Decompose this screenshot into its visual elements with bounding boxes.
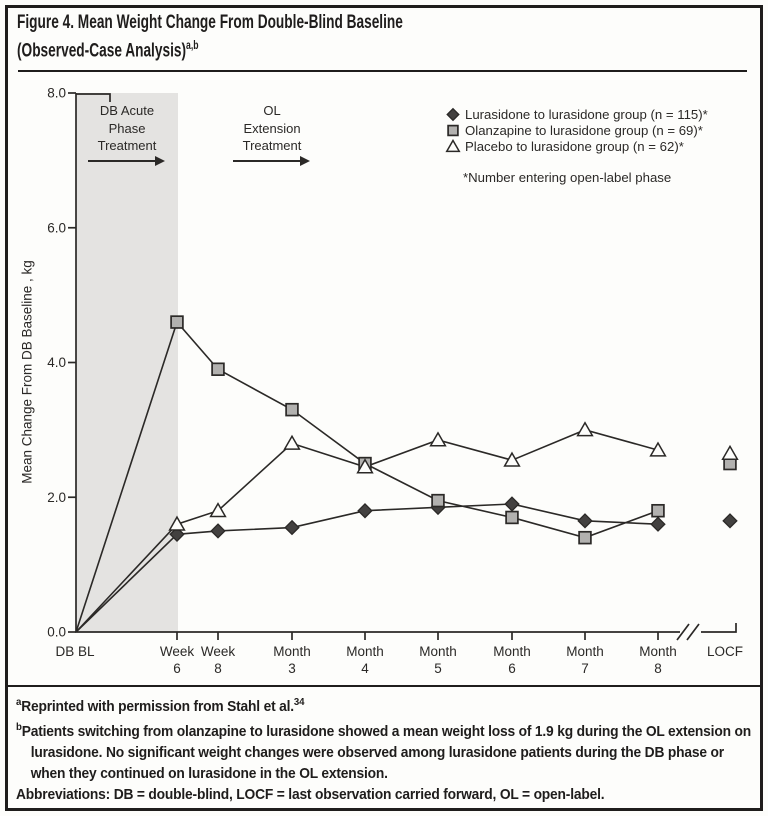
- triangle-marker: [429, 431, 447, 447]
- triangle-marker: [576, 421, 594, 437]
- triangle-marker: [503, 451, 521, 467]
- ol-phase-annotation: OL Extension Treatment: [242, 103, 302, 153]
- diamond-marker: [722, 513, 738, 529]
- diamond-marker-icon: [445, 107, 461, 122]
- x-tick-label: 6: [173, 661, 181, 676]
- figure-title-line1: Figure 4. Mean Weight Change From Double…: [17, 12, 403, 33]
- x-tick-label: 8: [214, 661, 222, 676]
- db-phase-annotation: DB Acute Phase Treatment: [97, 103, 157, 153]
- x-tick-label-locf: LOCF: [707, 644, 743, 659]
- diamond-marker: [650, 516, 666, 532]
- y-tick-label: 8.0: [47, 86, 66, 101]
- triangle-marker: [445, 138, 461, 152]
- square-marker: [285, 402, 299, 417]
- footnote-b: bPatients switching from olanzapine to l…: [16, 721, 751, 782]
- title-superscript: a,b: [186, 38, 199, 52]
- square-marker: [447, 124, 459, 136]
- triangle-marker-icon: [445, 138, 461, 154]
- triangle-icon: [445, 138, 461, 152]
- diamond-marker: [504, 496, 520, 512]
- x-tick-label: Month: [346, 644, 384, 659]
- x-tick-label: 7: [581, 661, 589, 676]
- db-phase-shaded-region: [76, 93, 178, 632]
- square-marker: [505, 510, 519, 525]
- diamond-marker: [357, 503, 373, 519]
- square-marker: [211, 362, 225, 376]
- x-tick-label: Month: [419, 644, 457, 659]
- footnotes: aReprinted with permission from Stahl et…: [16, 692, 752, 805]
- figure-title: Figure 4. Mean Weight Change From Double…: [17, 11, 403, 62]
- diamond-marker: [169, 526, 185, 543]
- triangle-marker: [649, 441, 667, 457]
- x-tick-label: 4: [361, 661, 369, 676]
- y-tick-label: 0.0: [47, 625, 66, 640]
- legend-label: Olanzapine to lurasidone group (n = 69)*: [465, 122, 703, 138]
- y-tick-label: 2.0: [47, 490, 66, 505]
- y-tick-label: 6.0: [47, 220, 66, 235]
- x-tick-label: Month: [566, 644, 604, 659]
- square-marker-icon: [445, 123, 461, 138]
- x-tick-label: 3: [288, 661, 296, 676]
- diamond-marker: [210, 523, 226, 539]
- footnote-rule: [8, 685, 760, 687]
- diamond-marker: [284, 519, 300, 536]
- y-tick-label: 4.0: [47, 355, 66, 370]
- legend-label: Placebo to lurasidone group (n = 62)*: [465, 138, 684, 154]
- diamond-icon: [446, 107, 460, 121]
- x-tick-label: 6: [508, 661, 516, 676]
- figure-title-line2: (Observed-Case Analysis)a,b: [17, 38, 199, 62]
- x-tick-label: 5: [434, 661, 442, 676]
- legend-label: Lurasidone to lurasidone group (n = 115)…: [465, 106, 708, 122]
- title-rule: [18, 70, 747, 72]
- square-icon: [447, 124, 459, 136]
- square-marker: [578, 530, 592, 545]
- legend-item-olanzapine: Olanzapine to lurasidone group (n = 69)*: [445, 122, 708, 138]
- square-marker: [170, 315, 184, 329]
- square-marker: [431, 493, 445, 508]
- y-axis-label: Mean Change From DB Baseline , kg: [19, 260, 35, 484]
- triangle-marker: [283, 434, 301, 450]
- x-tick-label: 8: [654, 661, 662, 676]
- legend-item-lurasidone: Lurasidone to lurasidone group (n = 115)…: [445, 106, 708, 122]
- x-tick-label: DB BL: [55, 644, 95, 659]
- footnote-abbreviations: Abbreviations: DB = double-blind, LOCF =…: [16, 786, 605, 803]
- legend-footnote: *Number entering open-label phase: [463, 170, 672, 185]
- x-tick-label: Week: [160, 644, 195, 659]
- square-marker: [651, 503, 665, 518]
- x-tick-label: Month: [493, 644, 531, 659]
- legend-item-placebo: Placebo to lurasidone group (n = 62)*: [445, 138, 708, 154]
- diamond-marker: [577, 513, 593, 529]
- diamond-marker: [446, 107, 460, 121]
- triangle-marker: [721, 444, 739, 461]
- triangle-marker: [356, 458, 374, 474]
- x-tick-label: Month: [639, 644, 677, 659]
- figure-border: [5, 5, 763, 811]
- triangle-marker: [168, 515, 186, 531]
- db-phase-arrow-icon: [88, 156, 165, 166]
- legend: Lurasidone to lurasidone group (n = 115)…: [445, 106, 708, 154]
- ol-phase-arrow-icon: [233, 156, 310, 166]
- triangle-marker: [209, 502, 227, 518]
- x-tick-label: Week: [201, 644, 236, 659]
- x-tick-label: Month: [273, 644, 311, 659]
- footnote-a: aReprinted with permission from Stahl et…: [16, 696, 305, 715]
